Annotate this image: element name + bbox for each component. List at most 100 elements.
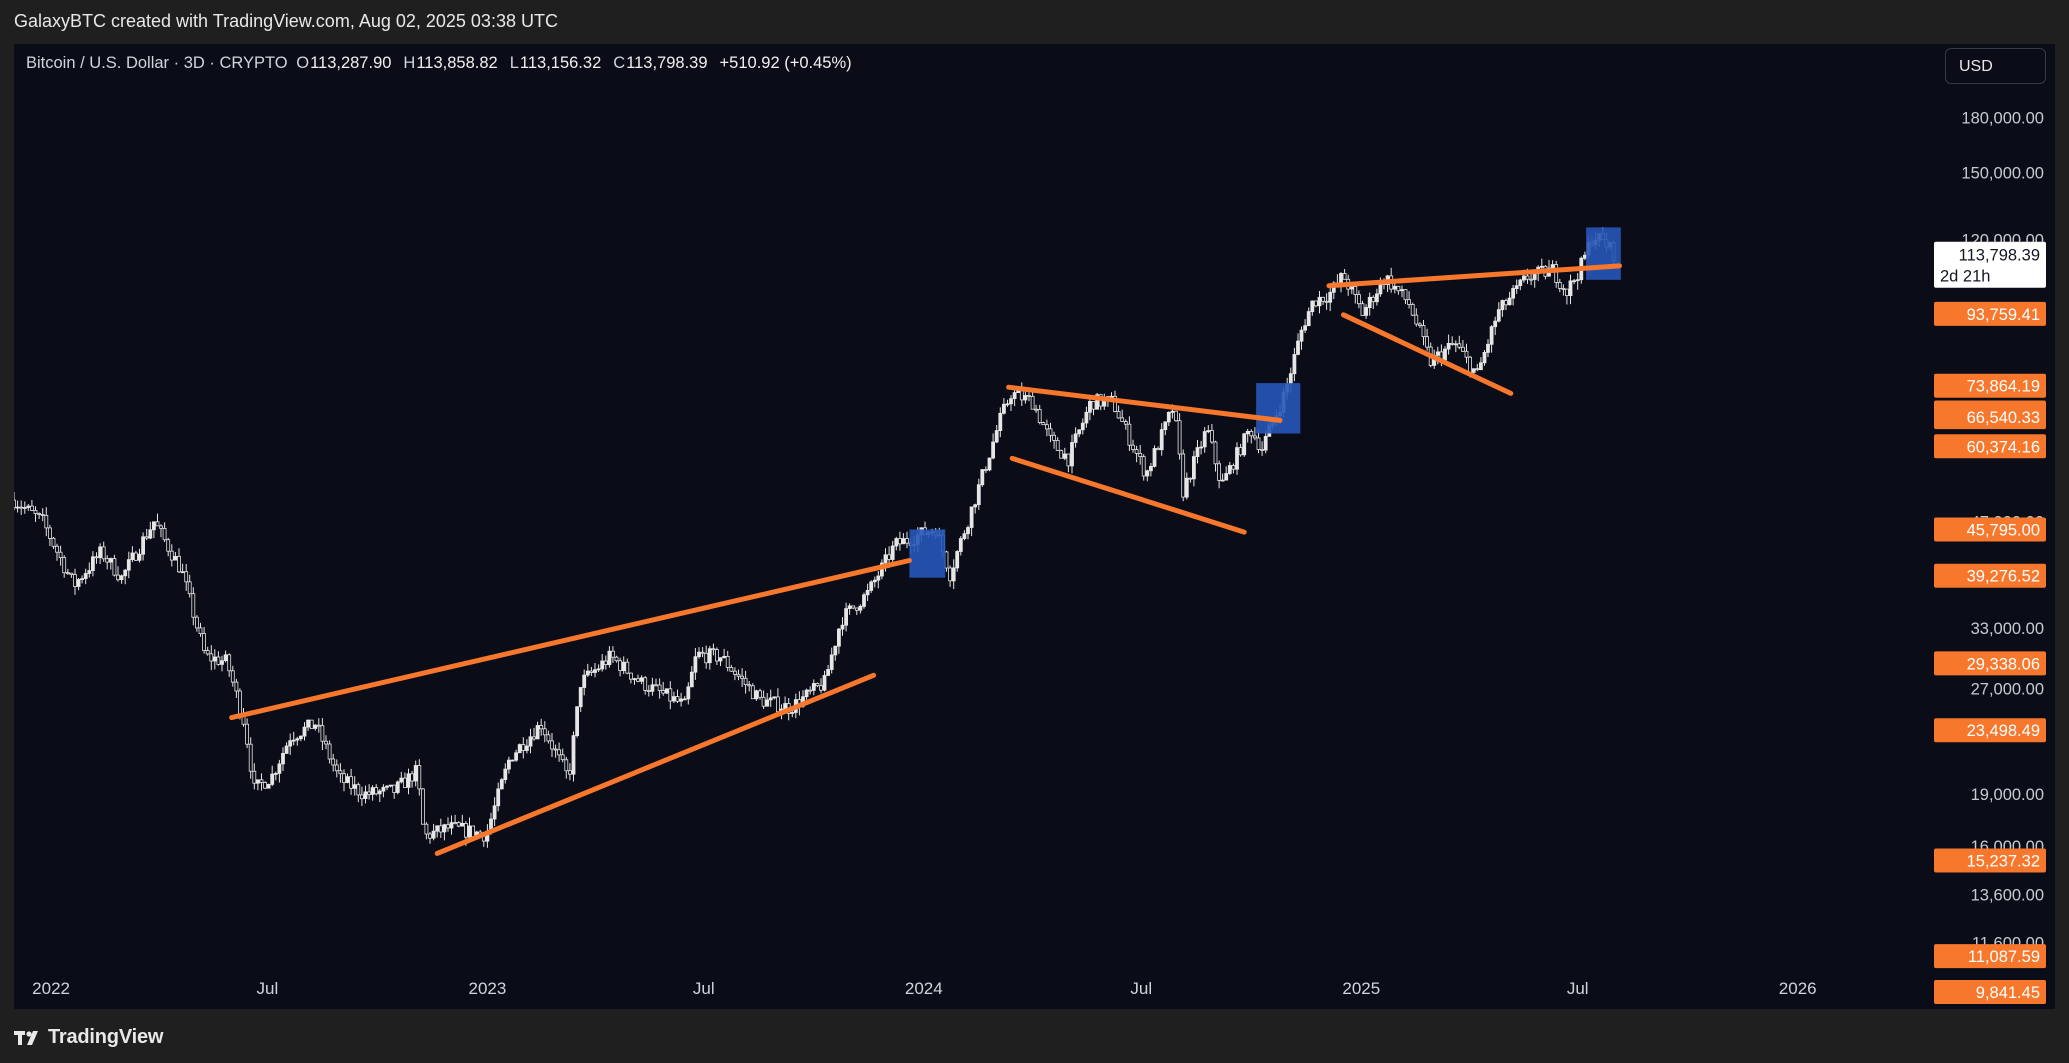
candle-body [1500, 300, 1505, 311]
candle-body [1249, 430, 1254, 437]
candle-body [851, 605, 856, 609]
candle-body [212, 656, 217, 662]
candle-body [1317, 296, 1322, 307]
candle-body [894, 538, 899, 547]
candle-body [367, 791, 372, 795]
candle-body [672, 696, 676, 702]
candle-body [948, 567, 952, 582]
candle-body [166, 539, 171, 552]
candle-body [1339, 273, 1343, 284]
candle-body [550, 740, 554, 750]
candle-body [819, 685, 823, 691]
trendline [1009, 455, 1247, 535]
bar-countdown-label: 2d 21h [1940, 268, 1990, 286]
candle-body [582, 674, 587, 688]
price-axis-label: 19,000.00 [1971, 786, 2044, 804]
candle-body [155, 521, 160, 527]
candle-body [83, 573, 88, 579]
price-chart[interactable]: 2022 Jul 2023 Jul 2024 Jul 2025 Jul 2026 [14, 44, 1922, 1009]
candle-body [1231, 465, 1236, 470]
candle-body [205, 650, 210, 655]
candle-body [1461, 346, 1465, 352]
candle-body [1159, 429, 1164, 451]
price-tag-bg [1934, 651, 2046, 676]
candle-body [496, 788, 501, 807]
candle-body [1045, 424, 1049, 430]
candle-body [987, 457, 992, 471]
candle-body [1303, 325, 1307, 331]
candle-body [184, 571, 189, 583]
candle-body [1066, 453, 1071, 467]
price-tag-label: 15,237.32 [1967, 853, 2040, 871]
candle-body [1396, 285, 1401, 292]
time-axis-label: 2023 [468, 979, 506, 998]
candle-body [80, 578, 84, 580]
price-tag-label: 9,841.45 [1976, 984, 2040, 1002]
candle-body [1435, 351, 1440, 356]
candle-body [499, 779, 504, 790]
candle-body [1482, 351, 1487, 364]
price-axis-label: 180,000.00 [1961, 110, 2044, 128]
candle-body [1174, 410, 1178, 422]
candle-body [26, 505, 31, 508]
candle-body [69, 572, 74, 576]
candle-body [33, 509, 38, 514]
candle-body [704, 652, 709, 664]
candle-body [1360, 303, 1365, 316]
price-axis-label: 27,000.00 [1971, 680, 2044, 698]
candle-body [413, 765, 418, 782]
candle-body [273, 773, 278, 775]
candle-body [643, 677, 648, 691]
candle-body [1475, 368, 1480, 371]
candle-body [998, 412, 1003, 431]
candle-body [1138, 452, 1143, 457]
candle-body [761, 696, 766, 707]
candle-body [1511, 288, 1515, 299]
time-axis-label: Jul [693, 979, 715, 998]
candle-body [151, 521, 156, 531]
candle-body [517, 744, 522, 754]
candle-body [542, 728, 547, 736]
candle-body [729, 667, 734, 672]
candle-body [1166, 411, 1171, 423]
candle-body [869, 581, 874, 591]
candle-body [255, 779, 260, 784]
candle-body [449, 822, 454, 829]
candle-body [1392, 285, 1397, 290]
candle-body [625, 661, 630, 674]
price-tag-label: 11,087.59 [1968, 948, 2040, 966]
trendline [1326, 263, 1622, 289]
candle-body [1134, 449, 1139, 454]
candle-body [532, 736, 536, 740]
candle-body [1575, 279, 1580, 282]
candle-body [955, 551, 960, 569]
candle-body [1059, 450, 1064, 459]
candle-body [377, 790, 382, 795]
candle-body [1425, 336, 1429, 348]
candle-body [962, 533, 967, 540]
candle-body [657, 684, 662, 691]
currency-button[interactable]: USD [1945, 48, 2046, 84]
candle-body [227, 654, 232, 672]
candle-body [130, 552, 135, 560]
candle-body [356, 784, 361, 796]
candle-body [424, 823, 429, 835]
candle-body [177, 556, 181, 573]
price-tag-label: 73,864.19 [1967, 378, 2040, 396]
breakout-box [1586, 227, 1621, 280]
candle-body [1572, 280, 1576, 283]
candle-body [969, 506, 974, 528]
candle-body [826, 669, 830, 676]
candle-body [334, 764, 339, 772]
candle-body [1314, 300, 1318, 307]
high-value: 113,858.82 [416, 54, 498, 72]
time-axis-label: 2024 [905, 979, 943, 998]
candle-body [1227, 465, 1232, 474]
chart-area[interactable]: 2022 Jul 2023 Jul 2024 Jul 2025 Jul 2026 [14, 44, 1922, 1009]
candle-body [1195, 447, 1200, 458]
candle-body [295, 738, 300, 741]
candlestick-series [14, 227, 1616, 848]
candle-body [1418, 323, 1422, 326]
candle-body [535, 725, 540, 740]
price-scale[interactable]: 180,000.00150,000.00120,000.0047,000.003… [1922, 44, 2055, 1009]
